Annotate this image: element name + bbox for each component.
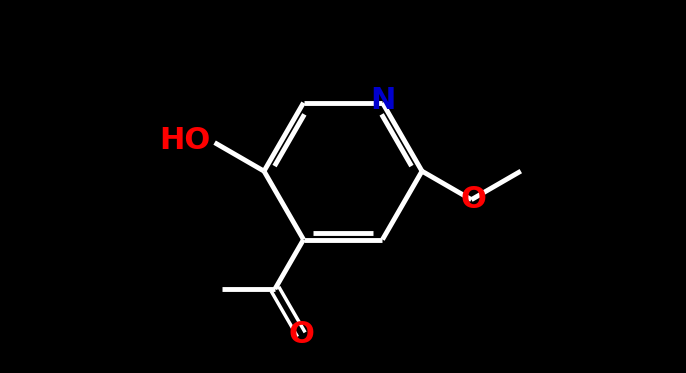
Text: N: N <box>370 86 395 115</box>
Text: O: O <box>288 320 314 349</box>
Text: O: O <box>461 185 486 214</box>
Text: HO: HO <box>159 126 210 155</box>
